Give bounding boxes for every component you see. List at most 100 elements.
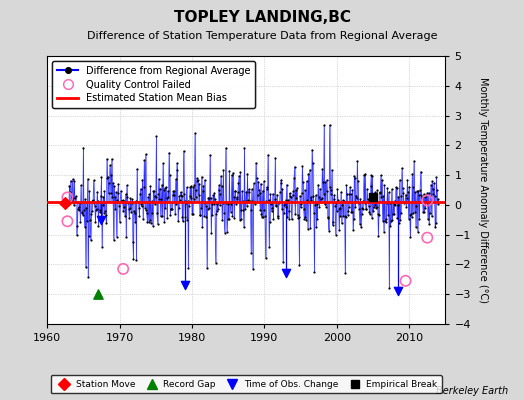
- Point: [385, 284, 394, 291]
- Point: [159, 187, 168, 194]
- Point: [104, 190, 113, 197]
- Point: [313, 216, 322, 222]
- Point: [210, 190, 219, 196]
- Point: [179, 148, 188, 154]
- Point: [190, 196, 198, 202]
- Point: [372, 205, 380, 212]
- Point: [246, 198, 254, 204]
- Point: [394, 288, 402, 294]
- Point: [397, 193, 406, 200]
- Point: [382, 215, 390, 222]
- Point: [241, 144, 249, 151]
- Point: [128, 196, 136, 202]
- Point: [201, 177, 209, 183]
- Point: [424, 189, 433, 196]
- Point: [302, 178, 311, 184]
- Point: [298, 190, 306, 196]
- Point: [157, 196, 166, 202]
- Point: [112, 233, 121, 240]
- Point: [71, 193, 80, 200]
- Point: [116, 188, 125, 194]
- Point: [130, 210, 139, 216]
- Point: [149, 222, 157, 229]
- Point: [371, 189, 379, 196]
- Point: [387, 218, 395, 224]
- Point: [330, 192, 339, 198]
- Point: [233, 194, 241, 200]
- Point: [254, 192, 262, 198]
- Point: [89, 197, 97, 204]
- Point: [413, 188, 421, 194]
- Point: [401, 278, 410, 284]
- Point: [166, 172, 174, 178]
- Point: [336, 212, 345, 219]
- Point: [137, 201, 146, 207]
- Point: [269, 190, 277, 197]
- Point: [398, 185, 407, 191]
- Point: [79, 212, 87, 218]
- Point: [420, 191, 428, 197]
- Point: [68, 176, 77, 182]
- Point: [289, 192, 297, 198]
- Point: [335, 227, 343, 233]
- Point: [187, 195, 195, 202]
- Point: [397, 210, 405, 216]
- Point: [245, 186, 253, 192]
- Point: [220, 210, 228, 216]
- Point: [332, 200, 341, 206]
- Point: [243, 203, 251, 210]
- Point: [152, 133, 160, 140]
- Point: [310, 268, 319, 275]
- Point: [122, 234, 130, 240]
- Point: [337, 220, 346, 227]
- Point: [268, 205, 277, 211]
- Point: [227, 172, 236, 178]
- Point: [201, 200, 210, 206]
- Point: [285, 216, 293, 222]
- Point: [61, 200, 70, 206]
- Point: [247, 186, 256, 192]
- Point: [190, 181, 199, 188]
- Point: [348, 209, 356, 215]
- Point: [283, 197, 292, 203]
- Point: [114, 181, 123, 188]
- Point: [294, 215, 302, 222]
- Point: [120, 204, 128, 210]
- Y-axis label: Monthly Temperature Anomaly Difference (°C): Monthly Temperature Anomaly Difference (…: [477, 77, 488, 303]
- Point: [416, 187, 424, 193]
- Point: [266, 219, 274, 226]
- Point: [210, 200, 218, 207]
- Point: [261, 213, 269, 220]
- Point: [258, 214, 266, 220]
- Point: [432, 174, 441, 180]
- Point: [110, 237, 118, 243]
- Point: [353, 158, 362, 164]
- Point: [84, 233, 93, 239]
- Point: [203, 265, 211, 272]
- Point: [130, 208, 138, 214]
- Point: [173, 166, 182, 173]
- Point: [226, 208, 235, 215]
- Point: [138, 176, 147, 183]
- Point: [402, 195, 411, 202]
- Point: [418, 194, 426, 200]
- Point: [433, 201, 442, 207]
- Point: [352, 192, 361, 199]
- Point: [396, 217, 405, 224]
- Point: [121, 213, 129, 219]
- Point: [429, 186, 437, 192]
- Point: [303, 197, 311, 204]
- Point: [354, 178, 362, 185]
- Point: [67, 178, 75, 184]
- Point: [345, 204, 353, 210]
- Point: [329, 218, 337, 225]
- Point: [353, 195, 361, 202]
- Point: [83, 176, 92, 182]
- Point: [391, 202, 399, 208]
- Point: [415, 216, 423, 222]
- Point: [305, 167, 314, 173]
- Point: [279, 259, 287, 265]
- Point: [178, 214, 187, 220]
- Point: [366, 211, 374, 217]
- Point: [380, 229, 388, 235]
